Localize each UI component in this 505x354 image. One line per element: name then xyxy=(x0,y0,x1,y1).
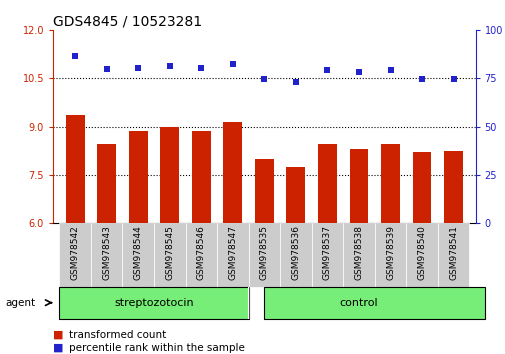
Text: GSM978540: GSM978540 xyxy=(417,225,426,280)
Bar xyxy=(217,223,248,287)
Point xyxy=(417,76,425,82)
Bar xyxy=(154,223,185,287)
Point xyxy=(71,53,79,59)
Text: ■: ■ xyxy=(53,343,64,353)
Bar xyxy=(349,149,368,223)
Bar xyxy=(374,223,406,287)
Bar xyxy=(412,152,431,223)
Text: GSM978536: GSM978536 xyxy=(291,225,300,280)
Bar xyxy=(406,223,437,287)
Bar xyxy=(437,223,469,287)
Point xyxy=(323,68,331,73)
Bar xyxy=(264,287,484,319)
Bar xyxy=(129,131,147,223)
Bar xyxy=(66,115,84,223)
Bar xyxy=(59,223,91,287)
Point xyxy=(103,67,111,72)
Bar xyxy=(97,144,116,223)
Text: GSM978545: GSM978545 xyxy=(165,225,174,280)
Text: percentile rank within the sample: percentile rank within the sample xyxy=(69,343,245,353)
Bar xyxy=(255,159,273,223)
Text: GSM978541: GSM978541 xyxy=(448,225,457,280)
Point xyxy=(260,76,268,82)
Text: GSM978543: GSM978543 xyxy=(102,225,111,280)
Bar xyxy=(160,127,179,223)
Text: GSM978538: GSM978538 xyxy=(354,225,363,280)
Bar xyxy=(91,223,122,287)
Text: GSM978547: GSM978547 xyxy=(228,225,237,280)
Text: GSM978537: GSM978537 xyxy=(322,225,331,280)
Bar xyxy=(311,223,342,287)
Bar xyxy=(443,151,462,223)
Point xyxy=(197,65,205,70)
Point xyxy=(228,62,236,67)
Text: transformed count: transformed count xyxy=(69,330,166,339)
Text: GSM978542: GSM978542 xyxy=(71,225,80,280)
Text: agent: agent xyxy=(5,298,35,308)
Bar xyxy=(280,223,311,287)
Text: control: control xyxy=(339,298,378,308)
Text: ■: ■ xyxy=(53,330,64,339)
Point xyxy=(448,76,457,82)
Text: GSM978539: GSM978539 xyxy=(385,225,394,280)
Text: GSM978544: GSM978544 xyxy=(133,225,142,280)
Text: GDS4845 / 10523281: GDS4845 / 10523281 xyxy=(53,15,202,29)
Bar xyxy=(342,223,374,287)
Point xyxy=(354,69,362,75)
Bar xyxy=(223,122,242,223)
Bar xyxy=(191,131,211,223)
Text: streptozotocin: streptozotocin xyxy=(114,298,193,308)
Text: GSM978535: GSM978535 xyxy=(260,225,268,280)
Bar xyxy=(286,167,305,223)
Point xyxy=(166,64,174,69)
Text: GSM978546: GSM978546 xyxy=(196,225,206,280)
Bar xyxy=(317,144,336,223)
Bar xyxy=(122,223,154,287)
Point xyxy=(291,79,299,84)
Bar xyxy=(185,223,217,287)
Point xyxy=(386,68,394,73)
Bar xyxy=(248,223,280,287)
Bar xyxy=(59,287,248,319)
Point xyxy=(134,65,142,70)
Bar xyxy=(380,144,399,223)
